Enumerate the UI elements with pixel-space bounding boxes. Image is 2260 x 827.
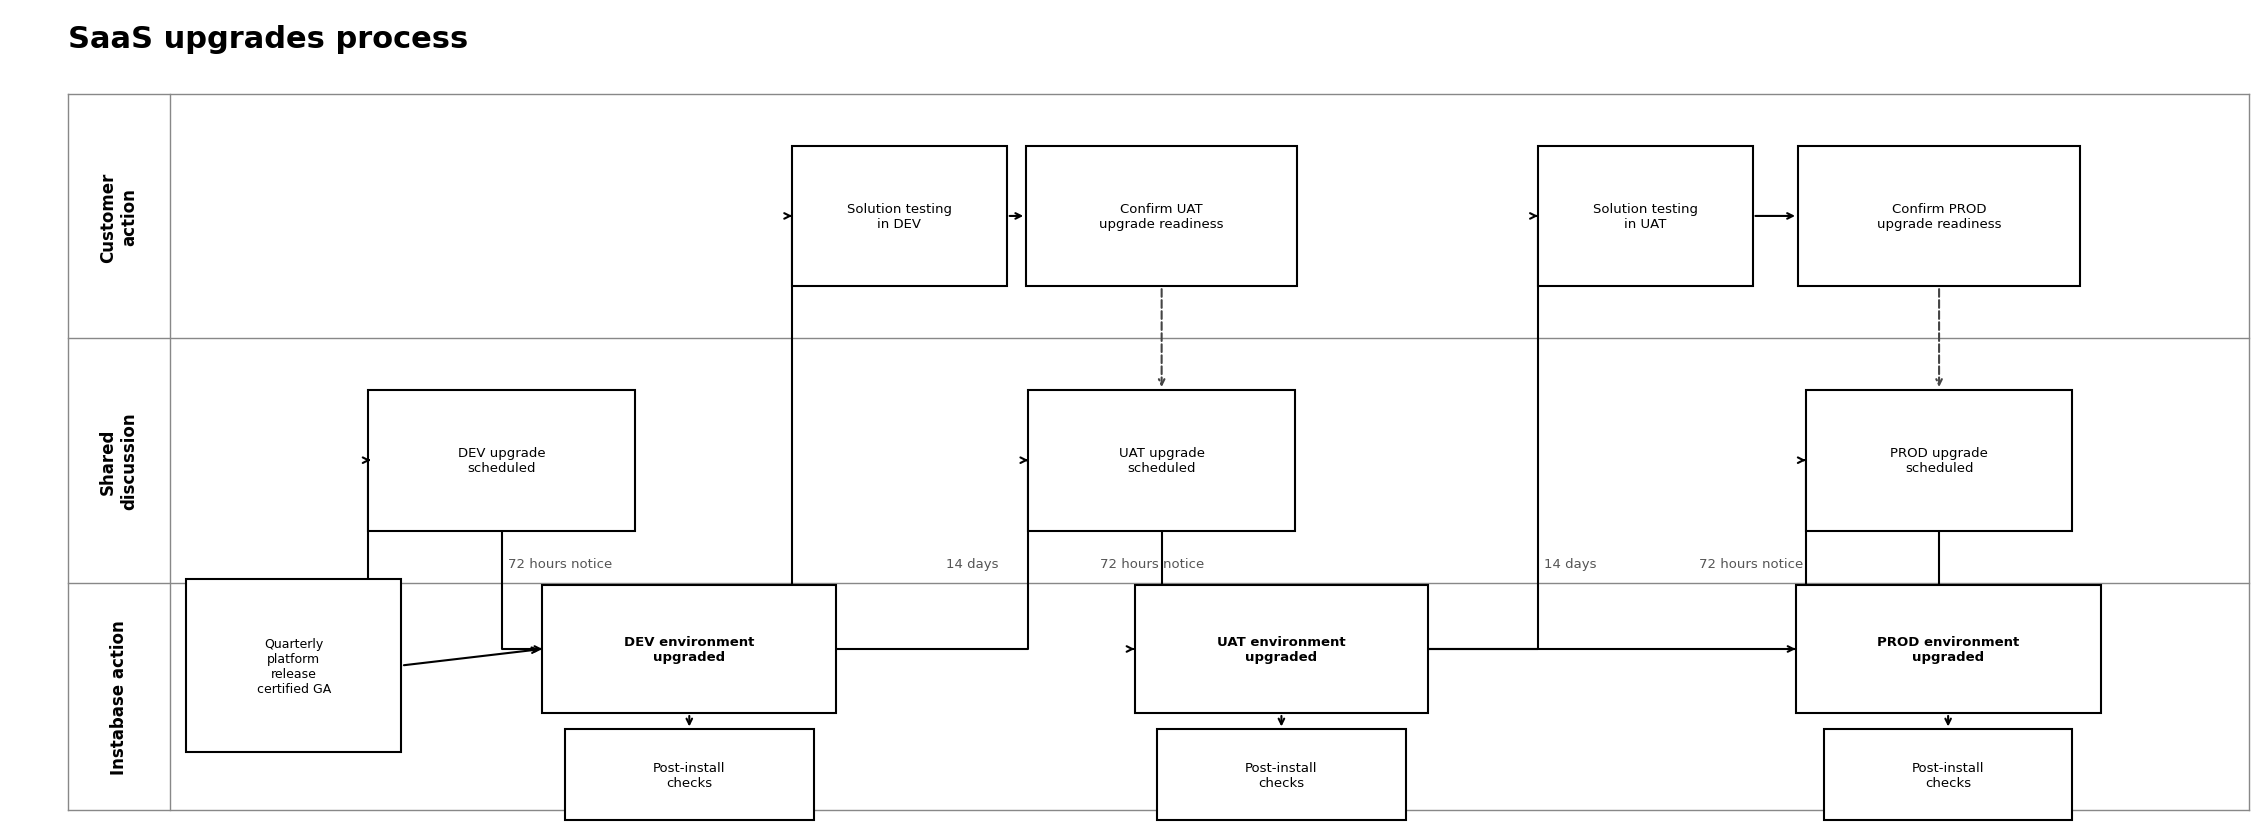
Bar: [1806, 390, 2072, 531]
Bar: [542, 586, 836, 713]
Text: 72 hours notice: 72 hours notice: [508, 557, 612, 571]
Text: PROD environment
upgraded: PROD environment upgraded: [1878, 635, 2018, 663]
Bar: [565, 729, 814, 820]
Bar: [1028, 390, 1295, 531]
Text: Customer
action: Customer action: [99, 172, 138, 262]
Bar: [793, 146, 1008, 287]
Bar: [1794, 586, 2102, 713]
Text: 72 hours notice: 72 hours notice: [1101, 557, 1205, 571]
Text: UAT environment
upgraded: UAT environment upgraded: [1218, 635, 1345, 663]
Text: Confirm UAT
upgrade readiness: Confirm UAT upgrade readiness: [1098, 203, 1225, 231]
Text: Post-install
checks: Post-install checks: [653, 761, 725, 789]
Text: SaaS upgrades process: SaaS upgrades process: [68, 25, 468, 54]
Bar: [1026, 146, 1297, 287]
Text: Post-install
checks: Post-install checks: [1912, 761, 1984, 789]
Text: 14 days: 14 days: [945, 557, 999, 571]
Text: UAT upgrade
scheduled: UAT upgrade scheduled: [1119, 447, 1205, 475]
Bar: [185, 579, 402, 753]
Text: DEV environment
upgraded: DEV environment upgraded: [624, 635, 755, 663]
Text: Solution testing
in UAT: Solution testing in UAT: [1593, 203, 1697, 231]
Bar: [1157, 729, 1406, 820]
Text: PROD upgrade
scheduled: PROD upgrade scheduled: [1889, 447, 1989, 475]
Text: Solution testing
in DEV: Solution testing in DEV: [848, 203, 951, 231]
Text: DEV upgrade
scheduled: DEV upgrade scheduled: [459, 447, 545, 475]
Text: Post-install
checks: Post-install checks: [1245, 761, 1318, 789]
Bar: [1799, 146, 2079, 287]
Bar: [1537, 146, 1754, 287]
Text: 14 days: 14 days: [1544, 557, 1598, 571]
Text: Shared
discussion: Shared discussion: [99, 413, 138, 509]
Text: Quarterly
platform
release
certified GA: Quarterly platform release certified GA: [258, 637, 330, 695]
Text: 72 hours notice: 72 hours notice: [1700, 557, 1803, 571]
Text: Instabase action: Instabase action: [111, 619, 127, 774]
Bar: [368, 390, 635, 531]
Bar: [1824, 729, 2072, 820]
Text: Confirm PROD
upgrade readiness: Confirm PROD upgrade readiness: [1876, 203, 2002, 231]
Bar: [1135, 586, 1428, 713]
